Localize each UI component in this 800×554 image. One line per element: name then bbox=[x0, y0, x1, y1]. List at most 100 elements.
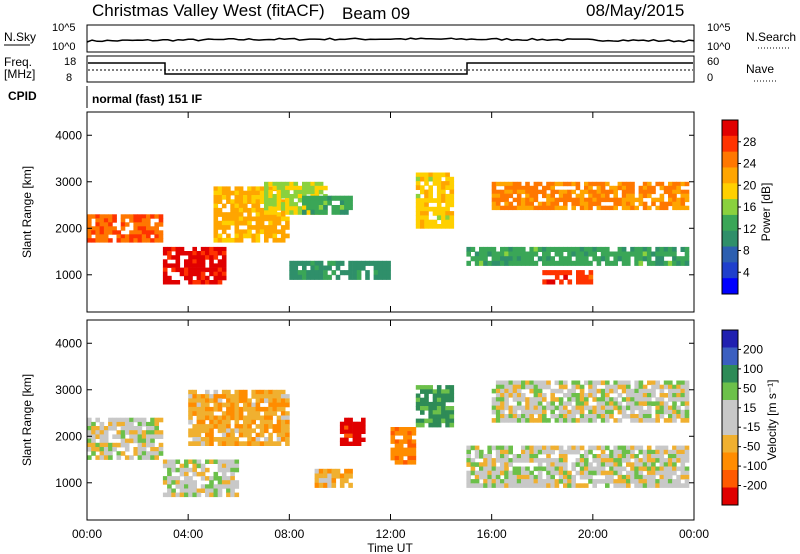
power-cell bbox=[192, 246, 197, 252]
velocity-cell bbox=[276, 402, 282, 408]
velocity-cell bbox=[415, 422, 421, 428]
power-cell bbox=[221, 246, 227, 252]
power-data bbox=[87, 172, 690, 285]
power-cell bbox=[646, 251, 652, 257]
velocity-cell bbox=[116, 421, 122, 427]
velocity-cell bbox=[352, 433, 358, 438]
velocity-cell bbox=[255, 406, 261, 412]
power-cell bbox=[424, 219, 429, 225]
power-colorbar-tick: 12 bbox=[743, 222, 757, 236]
velocity-cell bbox=[500, 397, 505, 402]
velocity-cell bbox=[567, 479, 572, 484]
power-cell bbox=[184, 251, 189, 256]
velocity-cell bbox=[672, 401, 677, 406]
velocity-cell bbox=[129, 434, 134, 439]
velocity-colorbar-swatch bbox=[722, 487, 738, 506]
power-cell bbox=[323, 270, 328, 276]
power-cell bbox=[420, 185, 425, 190]
velocity-cell bbox=[609, 466, 614, 472]
power-cell bbox=[234, 229, 240, 235]
velocity-cell bbox=[91, 421, 96, 427]
velocity-cell bbox=[120, 451, 126, 456]
velocity-cell bbox=[137, 434, 143, 439]
power-cell bbox=[310, 265, 315, 271]
power-cell bbox=[318, 205, 324, 211]
power-cell bbox=[449, 198, 455, 203]
power-cell bbox=[221, 220, 227, 226]
velocity-cell bbox=[546, 466, 551, 472]
power-cell bbox=[415, 206, 421, 212]
velocity-cell bbox=[259, 406, 265, 412]
velocity-cell bbox=[600, 405, 606, 411]
power-cell bbox=[255, 203, 261, 209]
velocity-cell bbox=[432, 410, 438, 415]
velocity-cell bbox=[537, 418, 543, 423]
power-cell bbox=[373, 260, 379, 266]
velocity-cell bbox=[103, 451, 109, 456]
power-cell bbox=[192, 271, 197, 277]
power-cell bbox=[584, 256, 589, 262]
power-cell bbox=[285, 233, 290, 239]
power-cell bbox=[285, 220, 290, 226]
velocity-cell bbox=[158, 447, 164, 452]
power-cell bbox=[238, 207, 244, 213]
velocity-cell bbox=[630, 449, 635, 455]
velocity-cell bbox=[525, 454, 530, 459]
power-cell bbox=[306, 270, 311, 276]
nsky-panel: N.Sky 10^5 10^0 10^5 10^0 N.Search bbox=[4, 22, 796, 53]
velocity-cell bbox=[516, 414, 522, 419]
power-cell bbox=[441, 181, 446, 186]
power-cell bbox=[323, 209, 328, 215]
power-cell bbox=[659, 197, 665, 203]
power-cell bbox=[268, 210, 273, 215]
power-cell bbox=[200, 280, 206, 285]
velocity-cell bbox=[504, 474, 509, 480]
velocity-cell bbox=[259, 394, 265, 399]
velocity-cell bbox=[684, 380, 690, 386]
power-cell bbox=[613, 260, 618, 266]
velocity-cell bbox=[184, 476, 189, 481]
power-cell bbox=[314, 189, 320, 195]
power-cell bbox=[600, 193, 606, 199]
power-cell bbox=[133, 238, 138, 243]
velocity-cell bbox=[91, 451, 96, 456]
power-cell bbox=[415, 172, 421, 178]
velocity-cell bbox=[634, 380, 639, 386]
velocity-colorbar-swatch bbox=[722, 382, 738, 401]
power-cell bbox=[369, 260, 374, 266]
velocity-cell bbox=[542, 409, 547, 415]
power-cell bbox=[495, 260, 501, 266]
power-cell bbox=[554, 205, 560, 211]
power-cell bbox=[563, 193, 568, 199]
velocity-cell bbox=[592, 414, 597, 419]
power-cell bbox=[306, 195, 311, 201]
velocity-data bbox=[87, 380, 690, 498]
velocity-cell bbox=[638, 409, 644, 415]
velocity-cell bbox=[596, 454, 602, 459]
power-cell bbox=[213, 251, 219, 256]
velocity-colorbar-tick: 200 bbox=[743, 342, 763, 356]
velocity-cell bbox=[563, 409, 568, 415]
power-cell bbox=[504, 246, 509, 252]
velocity-cell bbox=[87, 421, 92, 427]
velocity-cell bbox=[487, 462, 492, 467]
velocity-cell bbox=[642, 449, 648, 455]
velocity-cell bbox=[230, 437, 235, 442]
velocity-cell bbox=[150, 438, 155, 444]
power-cell bbox=[483, 251, 488, 257]
power-cell bbox=[276, 229, 282, 235]
velocity-cell bbox=[600, 466, 606, 472]
power-cell bbox=[668, 201, 673, 207]
velocity-cell bbox=[394, 455, 400, 461]
velocity-cell bbox=[592, 405, 597, 411]
velocity-cell bbox=[466, 479, 471, 484]
power-cell bbox=[479, 260, 484, 266]
power-cell bbox=[680, 205, 686, 211]
power-cell bbox=[91, 226, 96, 231]
velocity-cell bbox=[525, 418, 530, 423]
velocity-cell bbox=[668, 414, 673, 419]
velocity-cell bbox=[676, 458, 681, 463]
velocity-cell bbox=[141, 438, 147, 444]
velocity-cell bbox=[558, 384, 564, 390]
